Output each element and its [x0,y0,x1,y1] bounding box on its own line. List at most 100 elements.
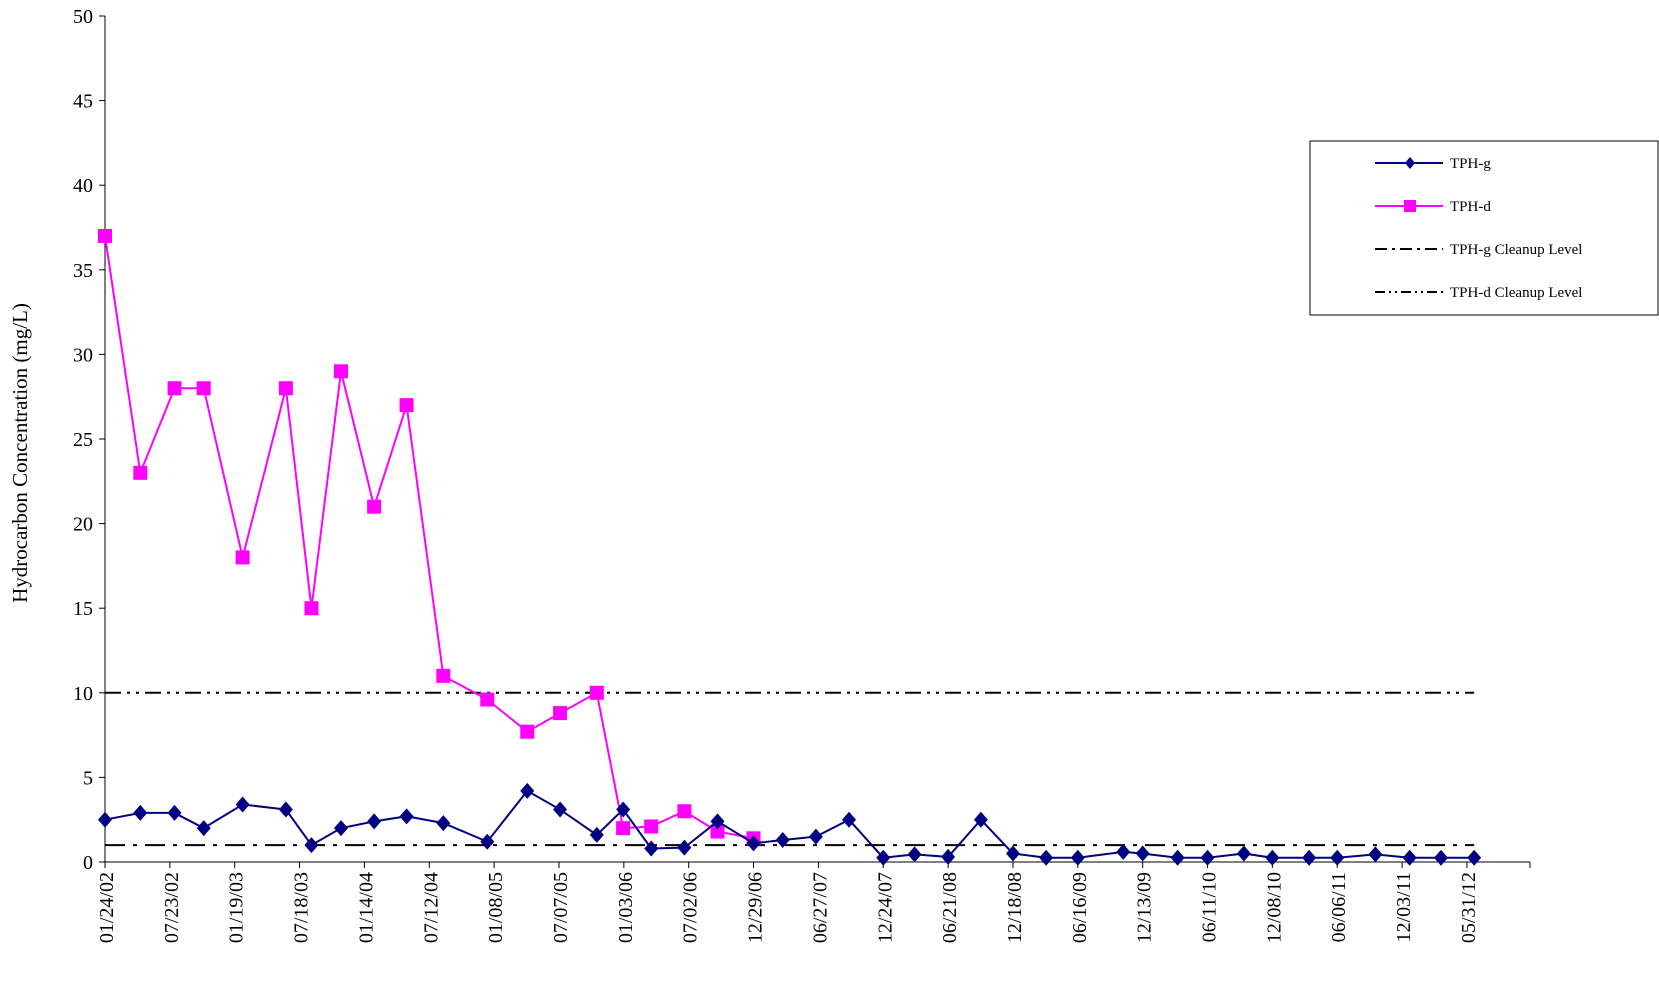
data-point [304,601,319,616]
x-tick-label: 06/21/08 [939,872,961,943]
data-point [553,801,568,818]
data-point [1467,849,1482,866]
data-point [1170,849,1185,866]
x-tick-label: 05/31/12 [1458,872,1480,943]
data-point [1135,845,1150,862]
data-point [333,364,348,379]
data-point [167,381,182,396]
data-point [1070,849,1085,866]
data-point [1200,849,1215,866]
data-point [436,815,451,832]
data-point [616,801,631,818]
y-tick-label: 30 [73,344,93,366]
data-point [1434,849,1449,866]
data-point [399,808,414,825]
data-point [746,835,761,852]
data-point [1330,849,1345,866]
data-point [1039,849,1054,866]
legend-label: TPH-d Cleanup Level [1450,285,1582,301]
data-point [1302,849,1317,866]
x-tick-label: 01/08/05 [485,872,507,943]
x-tick-label: 12/29/06 [745,872,767,943]
data-point [520,782,535,799]
data-point [278,381,293,396]
data-point [235,550,250,565]
data-point [1236,845,1251,862]
x-tick-label: 12/24/07 [874,872,896,943]
x-tick-label: 06/11/10 [1199,872,1221,942]
data-point [941,848,956,865]
data-point [907,846,922,863]
data-point [367,813,382,830]
data-point [520,724,535,739]
data-point [278,801,293,818]
chart-axes: 0 5 10 15 20 25 30 35 40 45 50 01/24/02 07/23/02 01/1… [73,6,1531,943]
data-point [616,821,631,836]
data-point [1005,845,1020,862]
data-point [973,811,988,828]
x-tick-label: 01/24/02 [96,872,118,943]
y-tick-label: 15 [73,598,93,620]
data-point [710,824,725,839]
legend-marker [1405,157,1415,169]
x-tick-label: 07/23/02 [161,872,183,943]
data-point [480,692,495,707]
y-tick-label: 45 [73,91,93,113]
data-point [133,465,148,480]
x-tick-label: 07/18/03 [291,872,313,943]
data-point [196,381,211,396]
y-tick-label: 35 [73,260,93,282]
data-point [167,804,182,821]
data-point [98,228,112,243]
data-point [333,820,348,837]
series-line [104,235,754,840]
x-tick-label: 12/03/11 [1393,872,1415,942]
series-tph-g [98,782,1482,866]
x-tick-label: 01/14/04 [355,872,377,943]
data-point [196,820,211,837]
data-point [367,499,382,514]
cleanup-level-lines [105,691,1475,847]
x-tick-label: 07/07/05 [550,872,572,943]
data-point [775,832,790,849]
y-axis-label: Hydrocarbon Concentration (mg/L) [8,303,32,603]
legend-label: TPH-d [1450,199,1491,215]
x-tick-label: 01/19/03 [226,872,248,943]
data-point [644,819,659,834]
data-point [1368,846,1383,863]
y-tick-label: 5 [83,767,93,789]
data-point [304,837,319,854]
data-point [133,804,148,821]
data-point [842,811,857,828]
data-point [677,804,692,819]
data-point [589,826,604,843]
data-point [876,849,891,866]
data-point [1116,843,1131,860]
legend-label: TPH-g Cleanup Level [1450,242,1582,258]
data-point [98,811,112,828]
x-tick-label: 07/02/06 [680,872,702,943]
legend: TPH-g TPH-d TPH-g Cleanup Level TPH-d Clean… [1309,140,1659,316]
legend-item: TPH-g Cleanup Level [1375,242,1582,258]
data-point [480,833,495,850]
legend-marker [1404,200,1416,212]
x-tick-label: 06/06/11 [1328,872,1350,942]
data-point [589,685,604,700]
data-point [677,839,692,856]
data-point [436,668,451,683]
x-tick-label: 06/27/07 [809,872,831,943]
legend-item: TPH-d [1375,199,1491,215]
x-tick-label: 12/13/09 [1134,872,1156,943]
y-tick-label: 40 [73,175,93,197]
legend-label: TPH-g [1450,156,1491,172]
data-point [235,796,250,813]
y-tick-label: 10 [73,683,93,705]
y-tick-label: 25 [73,429,93,451]
y-tick-label: 0 [83,852,93,874]
y-tick-label: 50 [73,6,93,28]
data-point [710,813,725,830]
x-tick-label: 07/12/04 [420,872,442,943]
data-point [1402,849,1417,866]
x-tick-label: 12/18/08 [1004,872,1026,943]
data-point [808,828,823,845]
